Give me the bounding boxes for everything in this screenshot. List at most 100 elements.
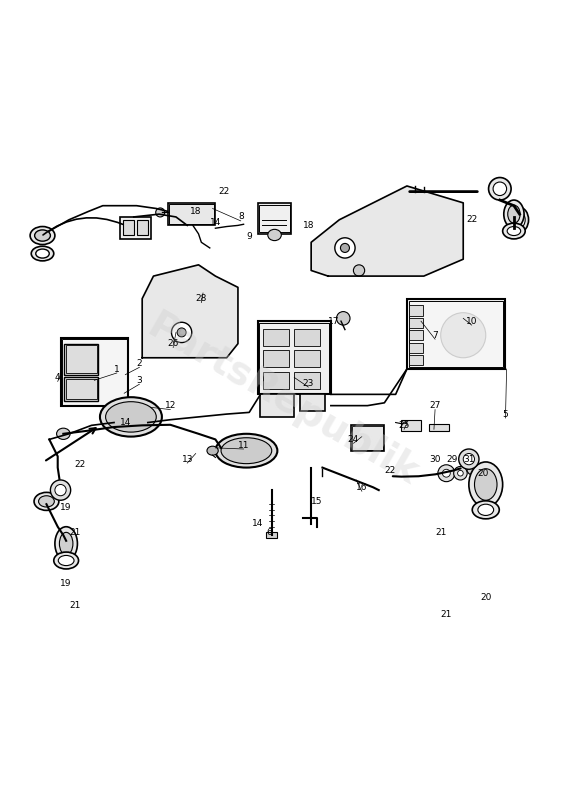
Bar <box>350 426 384 450</box>
Bar <box>169 204 215 224</box>
Ellipse shape <box>207 446 218 455</box>
Bar <box>263 350 289 367</box>
Text: 22: 22 <box>75 460 86 470</box>
Text: 21: 21 <box>435 528 447 537</box>
Bar <box>300 394 325 411</box>
Text: 4: 4 <box>55 373 61 382</box>
Ellipse shape <box>58 555 74 566</box>
Circle shape <box>340 243 349 253</box>
Text: 22: 22 <box>384 466 396 475</box>
Text: 14: 14 <box>252 519 263 529</box>
Text: 21: 21 <box>69 528 80 537</box>
Bar <box>258 203 291 234</box>
Bar <box>123 220 134 235</box>
Ellipse shape <box>463 454 474 465</box>
Bar <box>409 301 503 366</box>
Text: 13: 13 <box>182 454 193 464</box>
Text: 14: 14 <box>119 418 131 427</box>
Text: 18: 18 <box>190 207 201 216</box>
Bar <box>409 330 423 340</box>
Ellipse shape <box>100 397 162 437</box>
Ellipse shape <box>50 480 71 500</box>
Bar <box>61 338 128 406</box>
Text: 8: 8 <box>238 213 243 222</box>
Bar <box>266 532 277 538</box>
Polygon shape <box>311 186 463 276</box>
Circle shape <box>443 470 451 477</box>
Ellipse shape <box>508 205 520 223</box>
Bar <box>168 203 216 226</box>
Ellipse shape <box>221 438 272 464</box>
Text: 25: 25 <box>398 421 410 430</box>
Bar <box>409 318 423 328</box>
Ellipse shape <box>514 212 525 228</box>
Ellipse shape <box>31 246 54 261</box>
Circle shape <box>441 313 486 358</box>
Bar <box>407 298 505 369</box>
Ellipse shape <box>474 469 497 500</box>
Circle shape <box>438 465 455 482</box>
Ellipse shape <box>458 449 479 470</box>
Text: 14: 14 <box>210 218 221 227</box>
Text: 16: 16 <box>356 482 367 492</box>
Text: 30: 30 <box>430 454 441 464</box>
Text: 23: 23 <box>303 378 314 388</box>
Bar <box>260 394 294 417</box>
Bar <box>351 426 383 450</box>
Text: 24: 24 <box>348 435 359 444</box>
Text: 31: 31 <box>463 454 475 464</box>
Bar <box>294 372 320 389</box>
Text: 19: 19 <box>61 578 72 587</box>
Text: 28: 28 <box>196 294 207 303</box>
Text: 1: 1 <box>114 365 120 374</box>
Bar <box>430 424 449 431</box>
Text: 11: 11 <box>238 441 250 450</box>
Ellipse shape <box>504 200 524 228</box>
Circle shape <box>171 322 192 342</box>
Ellipse shape <box>353 265 365 276</box>
Text: PartsRepublik: PartsRepublik <box>141 307 425 493</box>
Circle shape <box>457 470 463 476</box>
Bar <box>65 378 98 401</box>
Bar <box>136 220 148 235</box>
Ellipse shape <box>337 311 350 325</box>
Text: 15: 15 <box>311 497 323 506</box>
Polygon shape <box>142 265 238 358</box>
Ellipse shape <box>54 552 79 569</box>
Text: 26: 26 <box>168 339 179 348</box>
Text: 12: 12 <box>165 401 176 410</box>
Bar <box>409 306 423 315</box>
Bar <box>259 205 290 232</box>
Ellipse shape <box>156 208 165 217</box>
Text: 22: 22 <box>218 187 229 196</box>
Ellipse shape <box>507 226 521 235</box>
Bar <box>65 344 98 374</box>
Ellipse shape <box>216 434 277 467</box>
Text: 20: 20 <box>477 469 488 478</box>
Bar <box>259 323 329 393</box>
Bar <box>258 321 331 394</box>
Circle shape <box>335 238 355 258</box>
Text: 9: 9 <box>246 232 252 241</box>
Ellipse shape <box>55 485 66 496</box>
Ellipse shape <box>469 462 503 507</box>
Ellipse shape <box>493 182 507 195</box>
Ellipse shape <box>503 223 525 239</box>
Text: 22: 22 <box>466 215 477 224</box>
Bar <box>294 350 320 367</box>
Ellipse shape <box>57 428 70 439</box>
Ellipse shape <box>30 226 55 245</box>
Text: 20: 20 <box>480 593 491 602</box>
Text: 7: 7 <box>432 330 438 340</box>
Bar <box>263 329 289 346</box>
Bar <box>401 420 421 431</box>
Circle shape <box>177 328 186 337</box>
Text: 21: 21 <box>441 610 452 618</box>
Text: 6: 6 <box>266 528 272 537</box>
Text: 27: 27 <box>430 401 441 410</box>
Circle shape <box>454 466 467 480</box>
Ellipse shape <box>55 526 78 561</box>
Text: 17: 17 <box>328 317 340 326</box>
Text: 18: 18 <box>303 221 314 230</box>
Ellipse shape <box>35 230 50 241</box>
